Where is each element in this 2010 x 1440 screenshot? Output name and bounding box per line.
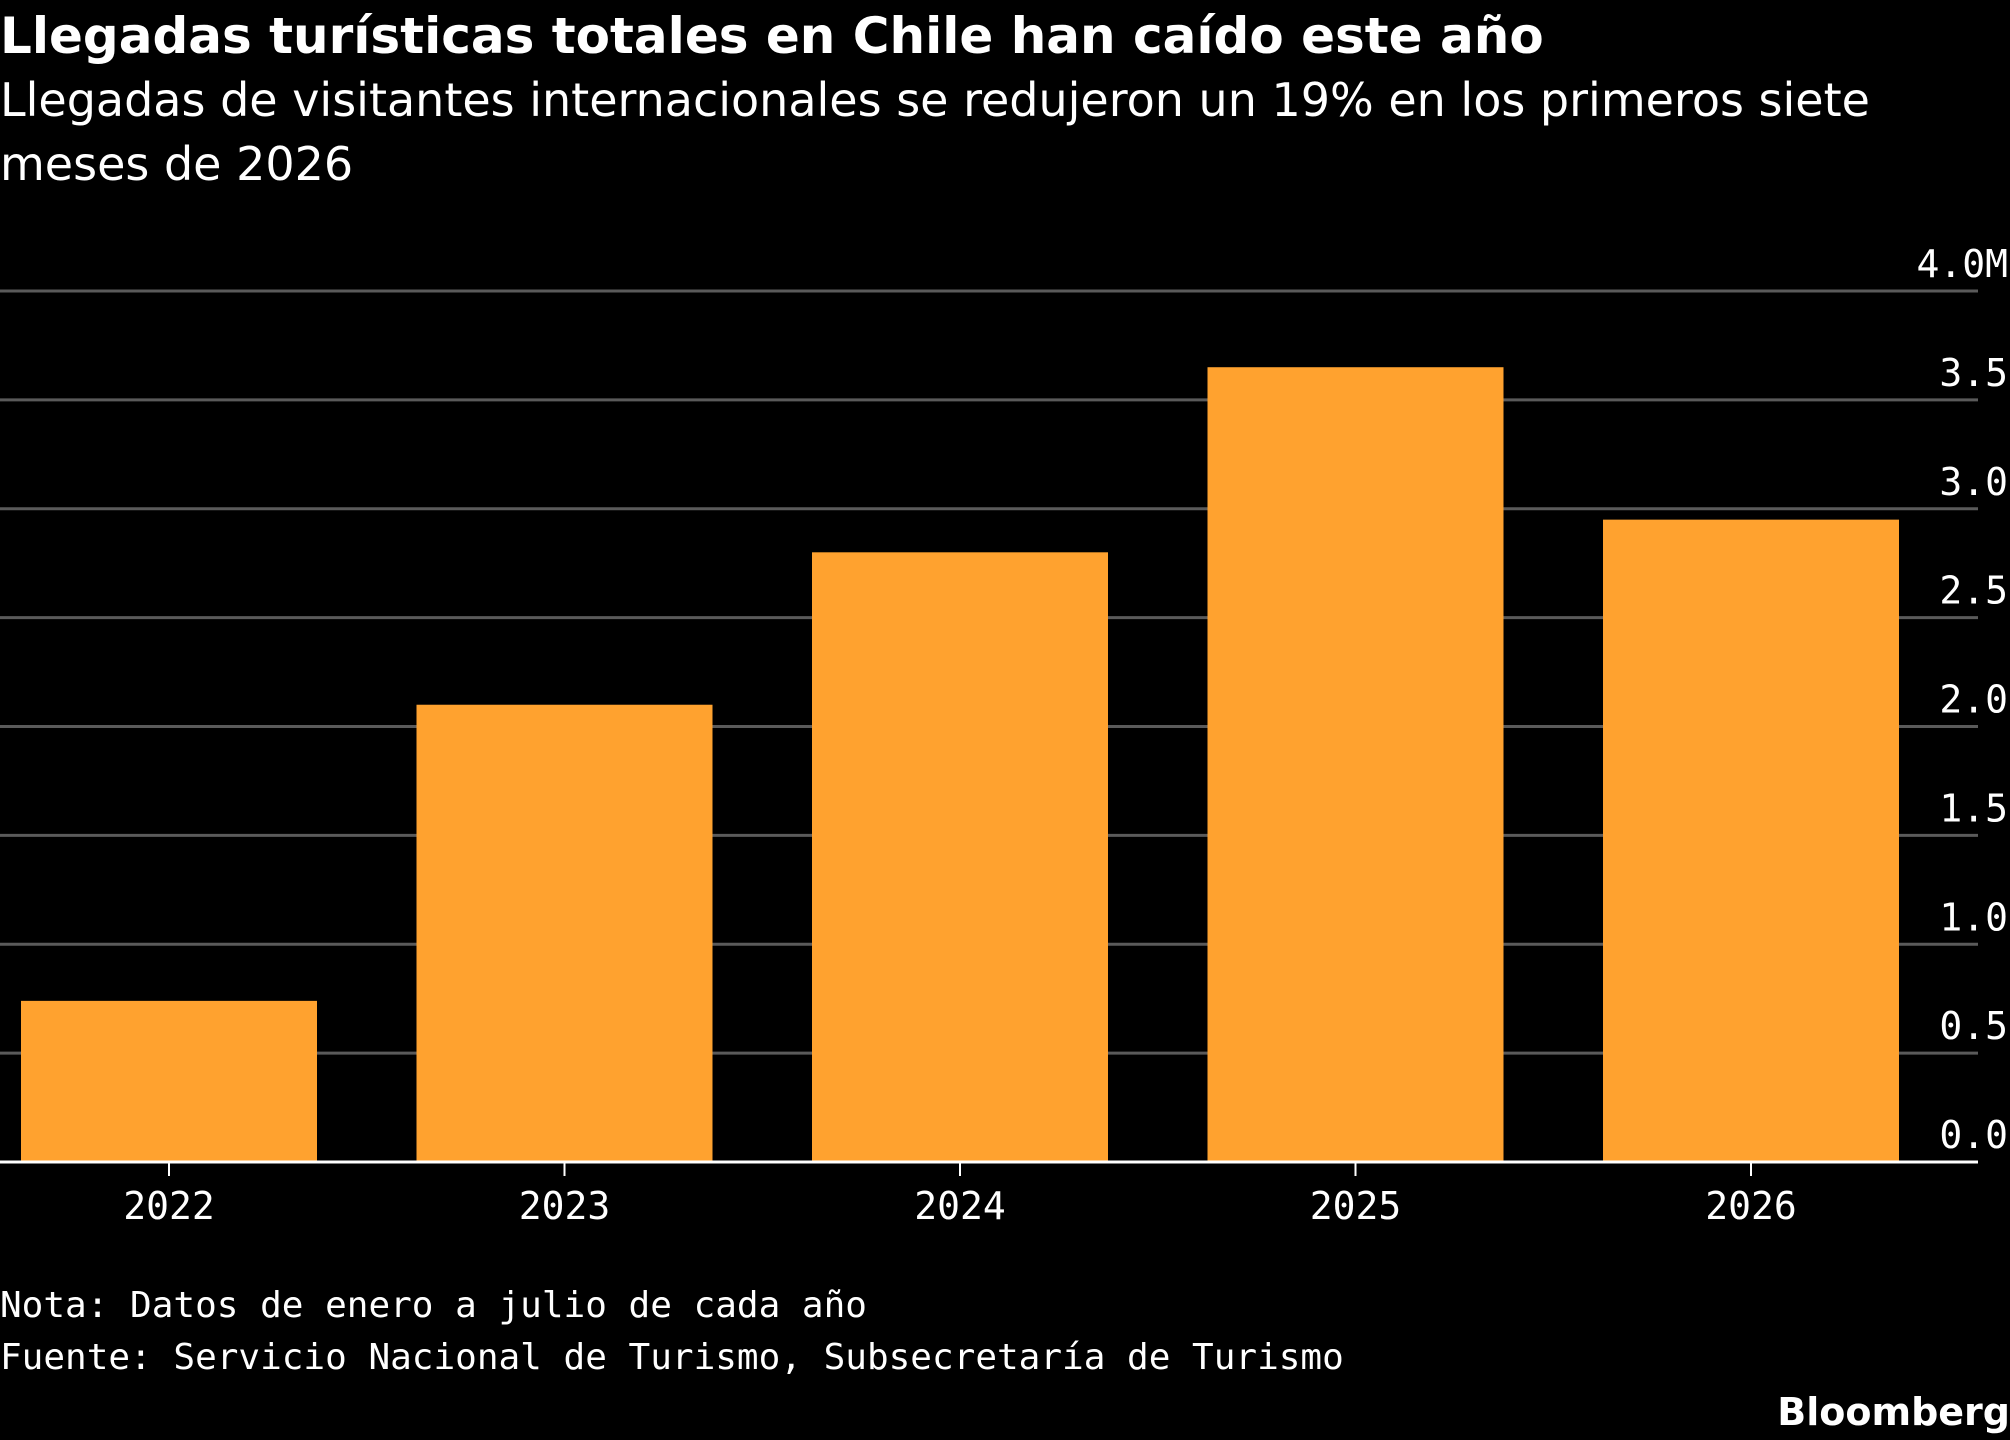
- bar-2024: [812, 552, 1108, 1162]
- y-tick-label: 1.5: [1939, 786, 2008, 830]
- bar-chart: 0.0 0.5 1.0 1.5 2.0 2.5 3.0 3.5 4.0M 2022 2023 2024…: [0, 242, 2008, 1228]
- y-tick-label: 0.5: [1939, 1004, 2008, 1048]
- bar-2025: [1207, 367, 1504, 1162]
- bar-2022: [21, 1000, 317, 1162]
- x-tick-label: 2023: [519, 1184, 611, 1228]
- y-tick-label: 4.0M: [1916, 242, 2008, 286]
- bloomberg-logo: Bloomberg: [1777, 1390, 2010, 1434]
- x-tick-label: 2025: [1310, 1184, 1402, 1228]
- bar-2026: [1603, 519, 1899, 1162]
- axes: 0.0 0.5 1.0 1.5 2.0 2.5 3.0 3.5 4.0M 2022 2023 2024…: [0, 242, 2008, 1228]
- chart-title: Llegadas turísticas totales en Chile han…: [0, 7, 1544, 65]
- y-tick-label: 0.0: [1939, 1113, 2008, 1157]
- y-tick-label: 3.5: [1939, 351, 2008, 395]
- chart-source: Fuente: Servicio Nacional de Turismo, Su…: [0, 1337, 1344, 1378]
- chart-subtitle: Llegadas de visitantes internacionales s…: [0, 73, 1870, 191]
- x-tick-label: 2024: [914, 1184, 1006, 1228]
- bar-2023: [416, 704, 713, 1162]
- x-tick-label: 2022: [123, 1184, 215, 1228]
- y-tick-label: 2.0: [1939, 678, 2008, 722]
- chart-note: Nota: Datos de enero a julio de cada año: [0, 1285, 867, 1326]
- x-tick-label: 2026: [1705, 1184, 1797, 1228]
- bars: [21, 367, 1899, 1162]
- y-tick-label: 1.0: [1939, 895, 2008, 939]
- y-tick-label: 2.5: [1939, 569, 2008, 613]
- y-tick-label: 3.0: [1939, 460, 2008, 504]
